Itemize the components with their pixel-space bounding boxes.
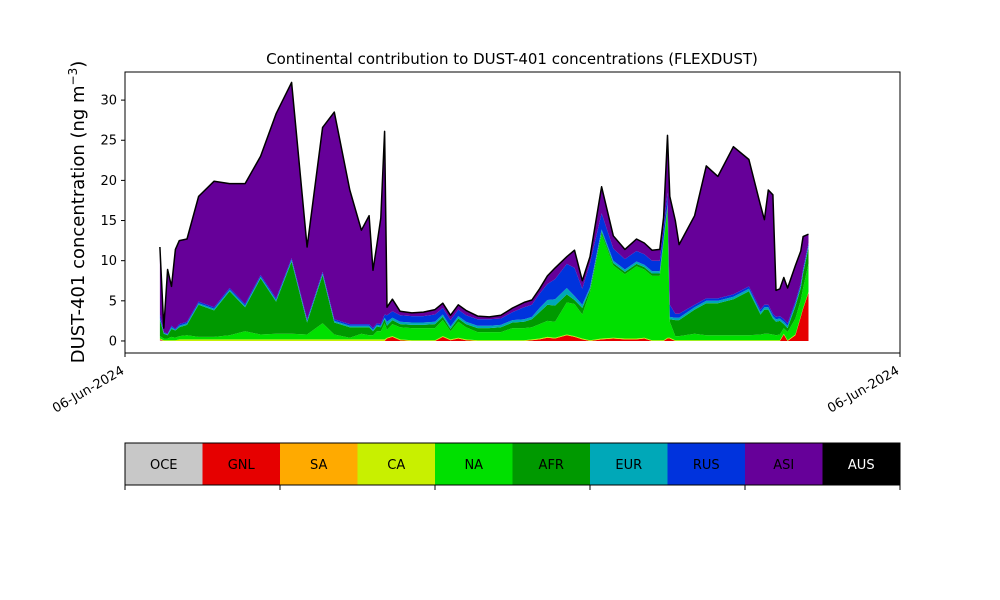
legend-swatch-rus bbox=[667, 443, 746, 485]
legend-label-eur: EUR bbox=[615, 458, 642, 473]
x-axis-ticks: 06-Jun-2024 06-Jun-2024 bbox=[50, 353, 902, 416]
y-tick-label: 20 bbox=[100, 174, 117, 189]
legend-swatch-asi bbox=[745, 443, 823, 485]
legend-swatch-ca bbox=[357, 443, 436, 485]
y-tick-label: 25 bbox=[100, 134, 117, 149]
legend-swatch-oce bbox=[125, 443, 203, 485]
x-tick-label: 06-Jun-2024 bbox=[50, 363, 127, 416]
legend-label-sa: SA bbox=[310, 458, 327, 473]
legend-swatch-gnl bbox=[202, 443, 281, 485]
area-asi bbox=[159, 82, 809, 334]
area-na bbox=[159, 209, 809, 341]
legend-label-rus: RUS bbox=[693, 458, 720, 473]
legend-label-ca: CA bbox=[387, 458, 405, 473]
legend-label-na: NA bbox=[464, 458, 483, 473]
legend-swatch-sa bbox=[280, 443, 358, 485]
y-axis-label: DUST-401 concentration (ng m−3) bbox=[66, 61, 89, 364]
legend-label-asi: ASI bbox=[773, 458, 794, 473]
y-tick-label: 15 bbox=[100, 214, 117, 229]
y-axis-ticks: 0 5 10 15 20 25 30 bbox=[100, 94, 125, 349]
legend-swatch-aus bbox=[822, 443, 901, 485]
total-concentration-line bbox=[159, 81, 809, 329]
x-tick-label: 06-Jun-2024 bbox=[825, 363, 902, 416]
y-tick-label: 10 bbox=[100, 254, 117, 269]
y-tick-label: 30 bbox=[100, 94, 117, 109]
legend-swatch-na bbox=[435, 443, 513, 485]
area-afr bbox=[159, 206, 809, 339]
legend-label-gnl: GNL bbox=[228, 458, 256, 473]
legend-label-oce: OCE bbox=[150, 458, 178, 473]
stacked-areas bbox=[159, 82, 809, 341]
legend-swatch-afr bbox=[512, 443, 591, 485]
legend-frame bbox=[124, 442, 901, 486]
area-rus bbox=[159, 192, 809, 335]
chart-title: Continental contribution to DUST-401 con… bbox=[266, 50, 758, 68]
plot-frame bbox=[124, 71, 901, 354]
legend-swatch-eur bbox=[590, 443, 668, 485]
legend-label-aus: AUS bbox=[848, 458, 875, 473]
y-tick-label: 0 bbox=[109, 334, 117, 349]
legend-colorbar: OCE GNL SA CA NA AFR EUR RUS ASI AUS bbox=[124, 442, 901, 490]
y-tick-label: 5 bbox=[109, 294, 117, 309]
legend-label-afr: AFR bbox=[539, 458, 564, 473]
